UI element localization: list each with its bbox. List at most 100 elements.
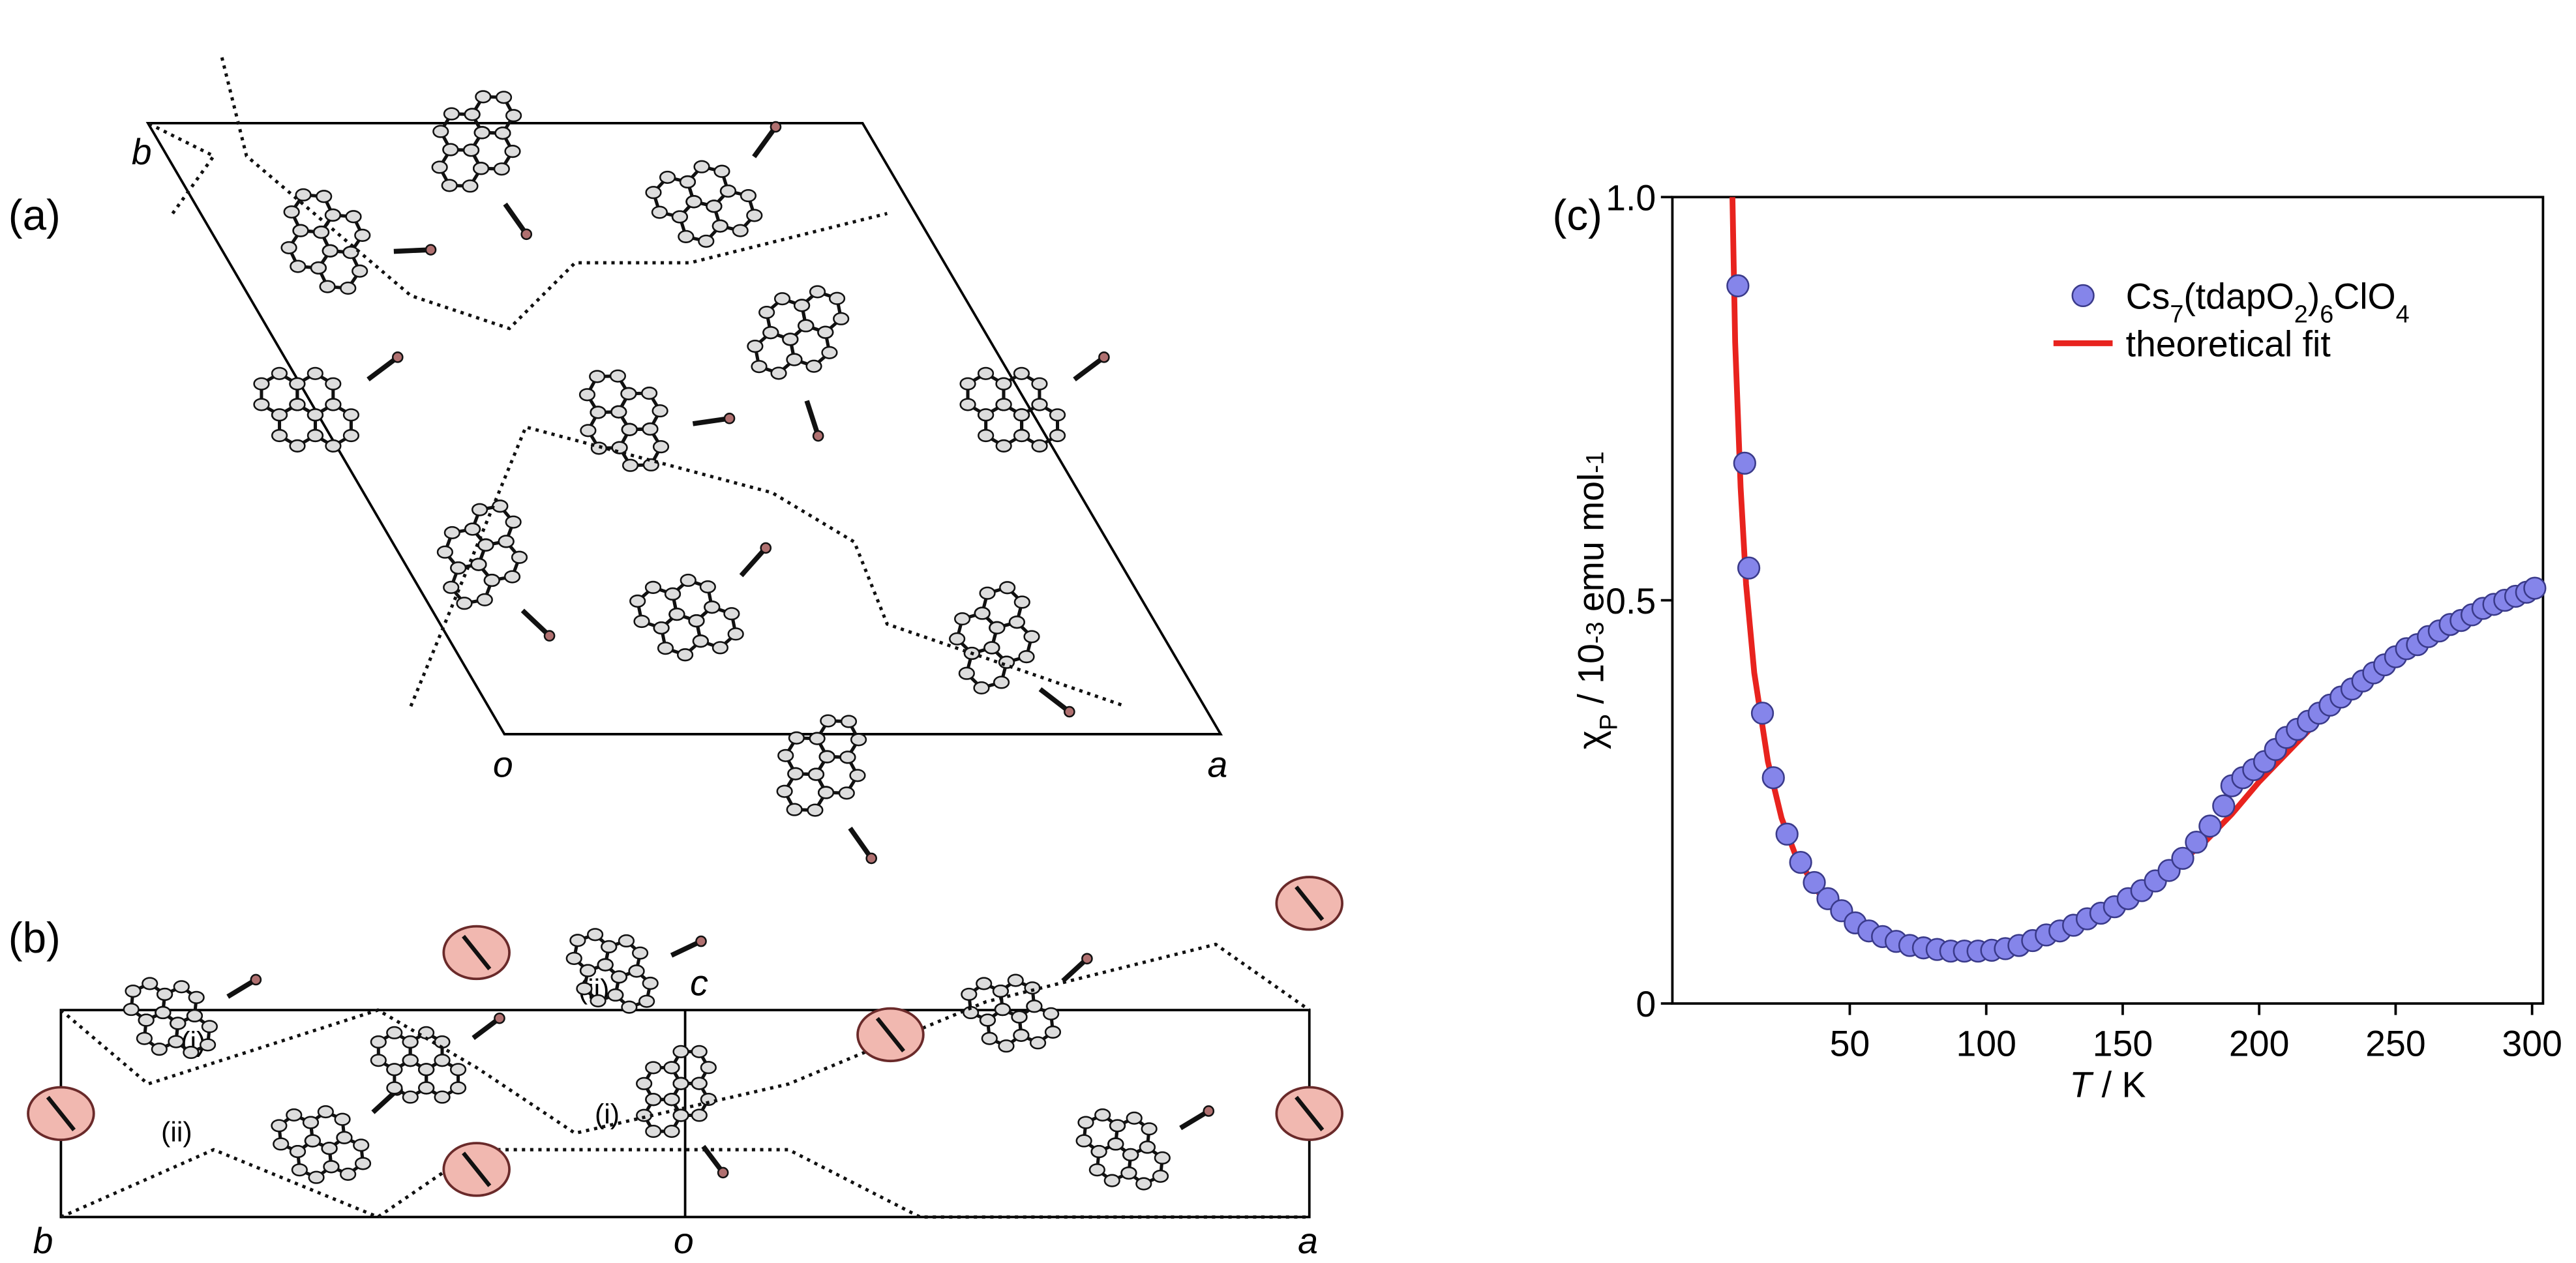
legend-label: Cs7(tdapO2)6ClO4: [2126, 276, 2410, 329]
data-point: [1737, 556, 1761, 580]
atom: [850, 733, 867, 747]
atom: [949, 632, 966, 646]
atom: [136, 1032, 153, 1045]
legend-label-part: (tdapO: [2183, 276, 2294, 317]
atom: [821, 346, 838, 359]
atom: [713, 164, 730, 178]
atom: [644, 580, 662, 594]
atom: [319, 280, 336, 293]
atom: [352, 264, 368, 278]
atom: [1075, 1134, 1092, 1148]
x-tick-label: 300: [2502, 1024, 2562, 1064]
atom: [642, 976, 659, 990]
atom: [1064, 706, 1075, 718]
bond: [848, 826, 874, 860]
bond: [462, 1152, 492, 1187]
data-point: [2523, 576, 2547, 600]
atom: [425, 244, 437, 256]
atom: [307, 408, 324, 422]
atom: [645, 1061, 662, 1075]
atom: [504, 145, 521, 158]
atom: [993, 676, 1010, 689]
atom: [663, 1093, 680, 1107]
atom: [979, 1013, 996, 1027]
bond: [692, 415, 730, 426]
bond: [393, 247, 431, 254]
atom: [1031, 377, 1048, 391]
axis-title-part: T: [2069, 1065, 2094, 1105]
bond: [739, 546, 768, 578]
atom: [651, 404, 668, 418]
atom: [1024, 981, 1041, 995]
atom: [354, 228, 371, 242]
atom: [678, 230, 695, 243]
atom: [475, 90, 492, 104]
atom: [760, 542, 772, 554]
atom: [477, 538, 494, 552]
legend-swatch: [2071, 284, 2095, 308]
atom: [638, 994, 655, 1008]
atom: [334, 1112, 351, 1126]
bond: [520, 608, 552, 638]
atom: [668, 607, 685, 621]
atom: [168, 1035, 185, 1048]
atom: [316, 190, 333, 203]
atom: [652, 440, 670, 454]
panel-a: (a) b o a: [8, 57, 1227, 865]
atom: [307, 428, 324, 443]
atom: [323, 1160, 340, 1174]
atom: [659, 170, 676, 185]
atom: [776, 784, 793, 798]
atom: [345, 210, 362, 224]
atom: [493, 162, 510, 176]
atom: [786, 803, 803, 816]
atom: [672, 1077, 689, 1090]
atom: [304, 1134, 322, 1148]
atom: [402, 1054, 419, 1067]
atom: [492, 499, 509, 513]
atom: [995, 377, 1012, 391]
bond: [1295, 885, 1325, 921]
annotation: (ii): [161, 1117, 192, 1148]
atom: [699, 580, 716, 594]
atom: [645, 186, 662, 200]
atom: [370, 1035, 387, 1049]
atom: [291, 1163, 308, 1177]
atom: [719, 184, 737, 198]
atom: [353, 1138, 370, 1152]
atom: [1049, 428, 1066, 443]
atom: [793, 299, 811, 312]
atom: [443, 580, 460, 594]
atom: [569, 934, 586, 947]
atom: [817, 325, 834, 339]
legend-label: theoretical fit: [2126, 324, 2331, 364]
atom: [418, 1063, 435, 1077]
axis-label: c: [690, 962, 708, 1003]
atom: [441, 179, 458, 192]
atom: [1120, 1166, 1137, 1180]
atom: [700, 1061, 717, 1075]
axis-title: χP / 10-3 emu mol-1: [1571, 451, 1623, 749]
atom: [1013, 1028, 1030, 1042]
atom: [295, 188, 312, 201]
atom: [995, 439, 1012, 453]
atom: [692, 634, 709, 648]
axis-title-part: -1: [1582, 451, 1610, 473]
atom: [271, 366, 288, 380]
atom: [958, 666, 975, 680]
atom: [1107, 1137, 1124, 1151]
atom: [695, 935, 707, 947]
atom: [578, 388, 596, 402]
bond: [804, 400, 821, 437]
axis-title-part: emu mol: [1571, 473, 1611, 622]
atom: [645, 1093, 662, 1107]
atom: [657, 642, 674, 655]
atom: [740, 188, 757, 203]
data-point: [1803, 870, 1826, 895]
atom: [849, 769, 866, 782]
atom: [788, 731, 805, 745]
atom: [1013, 366, 1030, 380]
data-point: [2171, 846, 2194, 870]
atom: [442, 143, 459, 156]
axis-label: b: [33, 1221, 53, 1261]
